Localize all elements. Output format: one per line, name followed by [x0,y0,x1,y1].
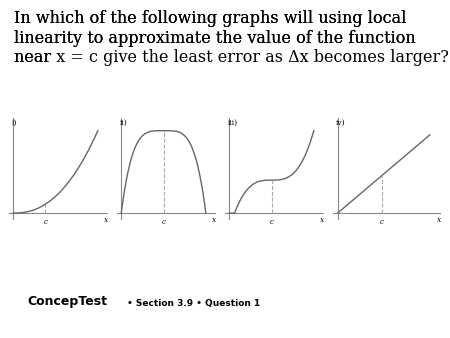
Text: In which of the following graphs will using local
linearity to approximate the v: In which of the following graphs will us… [14,10,448,66]
Text: c: c [380,218,384,226]
Text: In which of the following graphs will using local
linearity to approximate the v: In which of the following graphs will us… [14,10,415,66]
Text: x: x [212,216,216,224]
Text: iii): iii) [228,119,238,127]
Text: x: x [437,216,441,224]
Text: iv): iv) [336,119,346,127]
Text: • Section 3.9 • Question 1: • Section 3.9 • Question 1 [124,298,260,308]
Text: ConcepTest: ConcepTest [27,295,107,308]
Text: c: c [44,218,47,226]
Text: x: x [320,216,324,224]
Text: c: c [270,218,274,226]
Text: ii): ii) [120,119,127,127]
Text: c: c [162,218,166,226]
Text: x: x [104,216,108,224]
Text: i): i) [12,119,17,127]
